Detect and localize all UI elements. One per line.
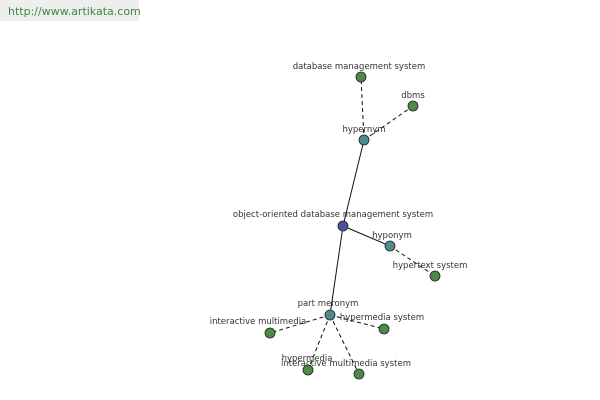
node-label[interactable]: interactive multimedia [210, 317, 307, 327]
edge [363, 105, 414, 141]
edge [329, 314, 385, 330]
edge [342, 225, 391, 247]
node[interactable] [337, 220, 349, 232]
node-label[interactable]: part meronym [298, 299, 359, 309]
node[interactable] [324, 309, 336, 321]
node-label[interactable]: dbms [401, 91, 425, 101]
node[interactable] [378, 323, 390, 335]
node[interactable] [353, 368, 365, 380]
node[interactable] [384, 240, 396, 252]
node-label[interactable]: interactive multimedia system [281, 359, 411, 369]
node[interactable] [355, 71, 367, 83]
node[interactable] [264, 327, 276, 339]
node[interactable] [429, 270, 441, 282]
node-label[interactable]: hypermedia system [340, 313, 424, 323]
node[interactable] [407, 100, 419, 112]
node-label[interactable]: hypernym [342, 125, 385, 135]
node[interactable] [302, 364, 314, 376]
node-label[interactable]: database management system [293, 62, 425, 72]
edge [389, 245, 436, 277]
node-label[interactable]: object-oriented database management syst… [233, 210, 433, 220]
node-label[interactable]: hypermedia [282, 354, 333, 364]
node[interactable] [358, 134, 370, 146]
edge [269, 314, 331, 334]
node-label[interactable]: hyponym [372, 231, 412, 241]
edge [342, 139, 365, 227]
edge [329, 225, 344, 316]
url[interactable]: http://www.artikata.com [8, 5, 141, 18]
edge [329, 314, 360, 375]
edge [307, 314, 331, 371]
edge [360, 76, 365, 141]
node-label[interactable]: hypertext system [393, 261, 468, 271]
header-box [0, 0, 139, 21]
